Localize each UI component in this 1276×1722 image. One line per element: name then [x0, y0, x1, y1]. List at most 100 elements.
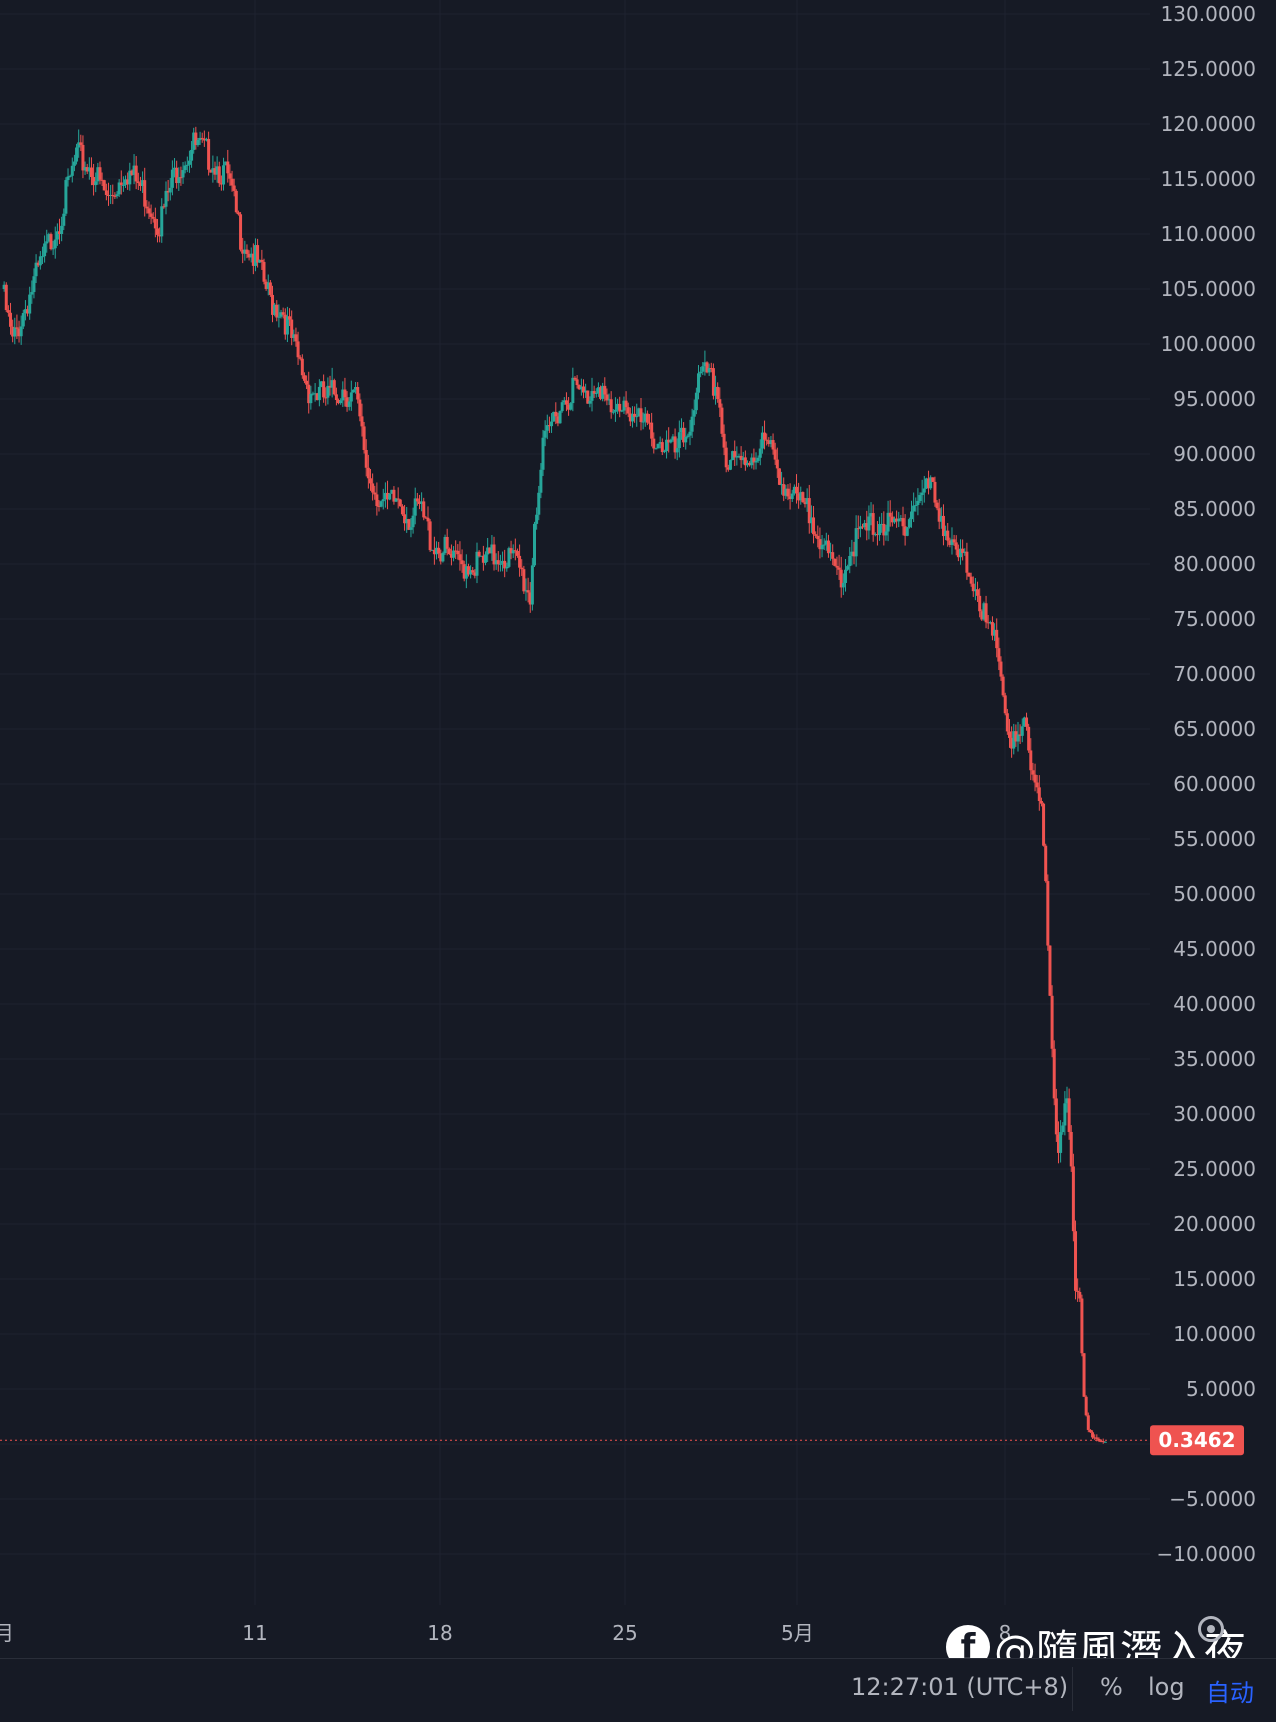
- clock-timezone[interactable]: 12:27:01 (UTC+8): [851, 1673, 1069, 1701]
- candle-body: [833, 558, 837, 566]
- candle-body: [567, 404, 571, 410]
- candle-body: [929, 477, 933, 489]
- candle-body: [773, 449, 777, 460]
- candle-body: [794, 486, 798, 494]
- y-tick-label: 100.0000: [1161, 332, 1256, 356]
- candle-body: [895, 518, 899, 522]
- candle-body: [364, 449, 368, 468]
- candle-body: [539, 469, 543, 493]
- candle-body: [541, 437, 545, 470]
- candle-body: [535, 514, 539, 524]
- candle-body: [990, 622, 994, 636]
- y-axis: 130.0000 125.0000 120.0000 115.0000 110.0000…: [1157, 2, 1256, 1566]
- candle-body: [888, 512, 892, 517]
- candle-body: [236, 212, 240, 215]
- candle-body: [679, 427, 683, 433]
- candle-body: [1078, 1291, 1082, 1299]
- candle-body: [162, 206, 166, 208]
- candle-body: [959, 548, 962, 558]
- candle-body: [920, 492, 924, 496]
- candle-body: [209, 169, 213, 173]
- candle-body: [952, 539, 956, 543]
- candle-body: [814, 534, 818, 536]
- candle-body: [882, 523, 886, 536]
- candle-body: [771, 440, 775, 450]
- candle-body: [552, 411, 556, 422]
- candle-body: [884, 531, 888, 536]
- candle-body: [449, 554, 453, 558]
- candle-body: [104, 190, 108, 195]
- price-chart[interactable]: 130.0000125.0000120.0000115.0000110.0000…: [0, 0, 1276, 1658]
- candle-body: [258, 259, 262, 263]
- candle-body: [1076, 1290, 1080, 1292]
- candle-body: [571, 377, 575, 404]
- candle-body: [756, 457, 760, 461]
- candle-body: [124, 179, 128, 185]
- candle-body: [283, 314, 287, 335]
- candle-body: [865, 523, 869, 531]
- auto-scale-button[interactable]: 自动: [1206, 1679, 1254, 1707]
- candle-body: [66, 176, 70, 181]
- candle-body: [307, 384, 311, 404]
- y-tick-label: 15.0000: [1173, 1267, 1256, 1291]
- candle-body: [967, 572, 971, 577]
- candle-body: [1012, 731, 1016, 749]
- candle-body: [656, 443, 660, 449]
- candle-body: [918, 495, 922, 501]
- candle-body: [34, 262, 38, 277]
- candle-body: [639, 408, 643, 423]
- candle-body: [420, 501, 424, 504]
- candle-body: [187, 160, 191, 165]
- candle-body: [11, 326, 15, 337]
- candle-body: [132, 165, 136, 175]
- candle-body: [869, 513, 873, 517]
- candle-body: [19, 326, 23, 337]
- candle-body: [907, 519, 911, 528]
- candle-body: [590, 391, 594, 401]
- candle-body: [430, 549, 434, 551]
- candle-body: [204, 138, 208, 141]
- candle-body: [543, 430, 547, 438]
- candle-body: [177, 177, 181, 184]
- log-scale-button[interactable]: log: [1148, 1673, 1185, 1701]
- candle-body: [816, 535, 820, 540]
- gear-icon[interactable]: [1198, 1616, 1224, 1642]
- candle-body: [1054, 1098, 1058, 1135]
- candle-body: [298, 357, 302, 359]
- candle-body: [935, 502, 939, 509]
- candle-body: [130, 170, 134, 175]
- candle-body: [158, 234, 162, 237]
- candle-body: [362, 426, 366, 450]
- candle-body: [790, 493, 794, 499]
- candle-body: [207, 138, 211, 170]
- candle-body: [677, 432, 681, 449]
- candle-body: [294, 334, 298, 342]
- candle-body: [1088, 1429, 1092, 1433]
- candle-body: [1048, 945, 1052, 996]
- candle-body: [1056, 1134, 1060, 1153]
- candle-body: [136, 181, 140, 184]
- candle-body: [650, 422, 654, 439]
- candle-body: [662, 451, 666, 453]
- candle-body: [654, 448, 658, 450]
- candle-body: [224, 161, 228, 166]
- candle-body: [937, 508, 941, 522]
- candle-body: [230, 178, 234, 186]
- candle-body: [737, 455, 741, 457]
- percent-scale-button[interactable]: %: [1100, 1673, 1123, 1701]
- candle-body: [138, 183, 142, 186]
- candle-body: [675, 448, 679, 453]
- candle-body: [315, 393, 319, 401]
- candle-body: [573, 377, 577, 380]
- candle-body: [850, 551, 854, 557]
- candle-body: [275, 304, 279, 318]
- candle-body: [285, 316, 289, 335]
- candle-body: [1046, 881, 1050, 946]
- candle-body: [515, 551, 519, 556]
- candle-body: [858, 526, 862, 529]
- candle-body: [669, 439, 673, 443]
- candle-body: [524, 590, 528, 592]
- candle-body: [128, 170, 132, 185]
- y-tick-label: 50.0000: [1173, 882, 1256, 906]
- candle-body: [752, 457, 756, 463]
